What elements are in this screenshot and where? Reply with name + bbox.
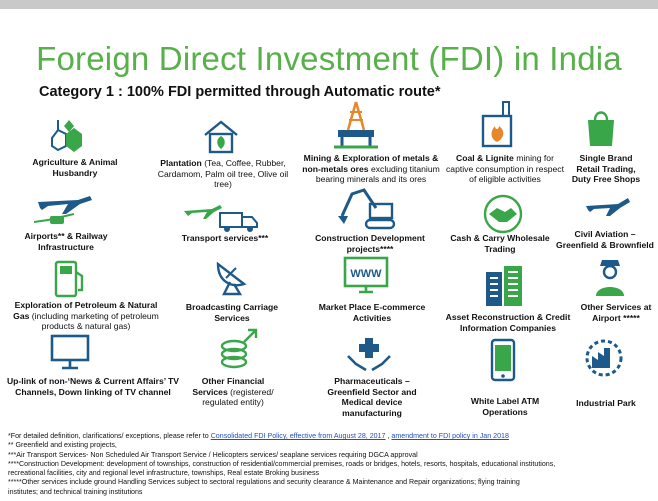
factory-gear-icon [582,338,626,378]
footnote-construction-2: recreational facilities, city and region… [8,469,320,478]
coin-stack-icon [218,326,258,370]
item-plantation: Plantation (Tea, Coffee, Rubber, Cardamo… [157,158,289,189]
satellite-dish-icon [214,256,248,296]
item-other-financial: Other Financial Services (registered/ re… [192,376,274,407]
footnote-construction-1: ****Construction Development: developmen… [8,459,556,468]
footnotes: *For detailed definition, clarifications… [8,432,653,497]
footnote-air-transport: ***Air Transport Services- Non Scheduled… [8,450,418,459]
item-petroleum-gas: Exploration of Petroleum & Natural Gas (… [13,300,159,331]
item-agriculture: Agriculture & Animal Husbandry [32,157,118,178]
medical-hands-icon [346,334,392,374]
item-civil-aviation: Civil Aviation – Greenfield & Brownfield [556,229,654,250]
footnote-greenfield: ** Greenfield and existing projects, [8,441,117,450]
mining-rig-icon [334,100,378,150]
agriculture-icon [48,116,90,158]
shopping-bag-icon [584,108,618,148]
consolidated-fdi-policy-link[interactable]: Consolidated FDI Policy, effective from … [210,432,386,440]
mobile-phone-icon [490,338,516,382]
item-construction-development: Construction Development projects**** [315,233,425,254]
footnote-other-services-2: institutes; and technical training insti… [8,487,143,496]
category-subtitle: Category 1 : 100% FDI permitted through … [39,84,441,100]
plane-truck-icon [182,197,260,233]
item-airports-railway: Airports** & Railway Infrastructure [24,231,108,252]
airplane-train-icon [34,192,96,226]
item-pharmaceuticals: Pharmaceuticals – Greenfield Sector and … [327,376,417,418]
item-asset-reconstruction: Asset Reconstruction & Credit Informatio… [445,312,571,333]
svg-text:WWW: WWW [350,268,382,280]
top-bar [0,0,658,9]
item-ecommerce: Market Place E-commerce Activities [318,302,426,323]
footnote-policy-reference: *For detailed definition, clarifications… [8,432,509,440]
page-title: Foreign Direct Investment (FDI) in India [36,40,622,77]
item-mining: Mining & Exploration of metals & non-met… [302,153,440,184]
handshake-icon [481,194,525,234]
item-industrial-park: Industrial Park [576,398,636,408]
item-single-brand-retail: Single Brand Retail Trading, Duty Free S… [571,153,641,184]
item-tv-uplink: Up-link of non-‘News & Current Affairs’ … [6,376,180,397]
excavator-icon [336,186,396,232]
item-white-label-atm: White Label ATM Operations [470,396,540,417]
ground-staff-icon [590,256,630,298]
greenhouse-icon [202,119,240,155]
fdi-amendment-link[interactable]: amendment to FDI policy in Jan 2018 [391,432,509,440]
item-broadcasting: Broadcasting Carriage Services [185,302,279,323]
item-other-airport-services: Other Services at Airport ***** [580,302,652,323]
item-coal-lignite: Coal & Lignite mining for captive consum… [446,153,564,184]
fuel-pump-icon [52,258,86,298]
airplane-icon [584,194,630,218]
footnote-other-services-1: *****Other services include ground Handl… [8,478,520,487]
tv-icon [50,334,90,370]
item-transport-services: Transport services*** [181,233,269,243]
item-cash-carry: Cash & Carry Wholesale Trading [450,233,550,254]
coal-fire-icon [479,100,515,148]
buildings-icon [482,264,526,308]
www-monitor-icon: WWW [343,256,389,296]
